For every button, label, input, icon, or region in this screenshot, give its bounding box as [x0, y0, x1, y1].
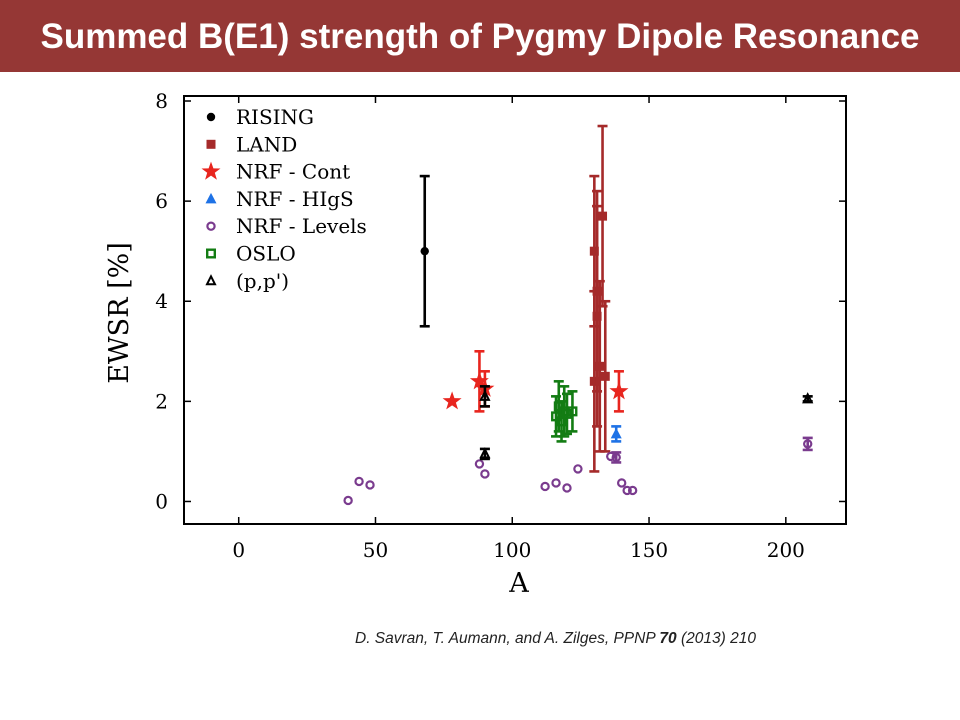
- x-axis-label: A: [508, 568, 529, 599]
- data-point: [606, 451, 616, 462]
- data-point: [622, 485, 632, 496]
- data-point: [562, 483, 572, 493]
- slide-title: Summed B(E1) strength of Pygmy Dipole Re…: [40, 17, 920, 56]
- legend-marker: [205, 248, 216, 259]
- series-oslo: [551, 380, 578, 443]
- legend-label: RISING: [236, 105, 314, 129]
- data-point: [343, 495, 353, 506]
- plot-frame: [183, 95, 847, 525]
- citation-volume: 70: [659, 630, 677, 647]
- data-point: [567, 406, 578, 417]
- data-point: [589, 246, 599, 256]
- citation-prefix: D. Savran, T. Aumann, and A. Zilges, PPN…: [355, 630, 660, 647]
- legend-label: NRF - Levels: [236, 214, 367, 238]
- data-point: [354, 476, 364, 487]
- data-point: [592, 311, 602, 321]
- data-point: [561, 408, 572, 419]
- legend-label: (p,p'): [236, 269, 289, 293]
- x-tick-label: 150: [630, 538, 668, 562]
- series-nrf-levels: [343, 436, 813, 506]
- data-point: [365, 480, 375, 490]
- data-point: [479, 389, 491, 401]
- data-point: [610, 427, 622, 439]
- data-point: [442, 391, 462, 410]
- y-tick-label: 4: [155, 289, 168, 313]
- legend-marker: [206, 139, 216, 149]
- data-point: [627, 485, 638, 496]
- data-point: [551, 478, 561, 488]
- data-point: [474, 459, 485, 469]
- legend-marker: [201, 161, 221, 180]
- legend-label: OSLO: [236, 242, 296, 266]
- legend-marker: [206, 112, 216, 122]
- data-point: [589, 376, 599, 386]
- data-point: [803, 439, 813, 449]
- legend-label: LAND: [236, 132, 297, 156]
- series-land: [589, 124, 611, 473]
- legend-marker: [205, 274, 217, 286]
- citation: D. Savran, T. Aumann, and A. Zilges, PPN…: [355, 630, 756, 648]
- legend-label: NRF - HIgS: [236, 187, 354, 211]
- x-tick-label: 0: [232, 538, 245, 562]
- data-point: [598, 211, 608, 221]
- legend-label: NRF - Cont: [236, 160, 350, 184]
- series-rising: [419, 174, 430, 328]
- y-tick-label: 8: [155, 89, 168, 113]
- data-point: [802, 392, 814, 404]
- x-tick-label: 50: [363, 538, 388, 562]
- data-point: [540, 481, 550, 492]
- y-tick-label: 6: [155, 189, 168, 213]
- y-axis-label: EWSR [%]: [104, 242, 135, 384]
- legend-marker: [206, 221, 216, 231]
- series-p-p: [479, 385, 814, 461]
- data-point: [616, 478, 627, 488]
- data-point: [420, 246, 429, 256]
- data-point: [611, 452, 621, 463]
- title-bar: [0, 0, 960, 72]
- series-nrf-higs: [610, 425, 622, 443]
- legend-marker: [205, 192, 217, 204]
- data-point: [600, 371, 610, 381]
- data-point: [609, 381, 629, 400]
- data-point: [573, 464, 583, 474]
- data-point: [469, 371, 489, 390]
- citation-suffix: (2013) 210: [676, 630, 756, 647]
- data-point: [480, 469, 490, 479]
- y-tick-label: 2: [155, 389, 168, 413]
- y-tick-label: 0: [155, 489, 168, 513]
- data-point: [595, 361, 605, 371]
- x-tick-label: 200: [767, 538, 805, 562]
- data-point: [479, 447, 491, 459]
- x-tick-label: 100: [493, 538, 531, 562]
